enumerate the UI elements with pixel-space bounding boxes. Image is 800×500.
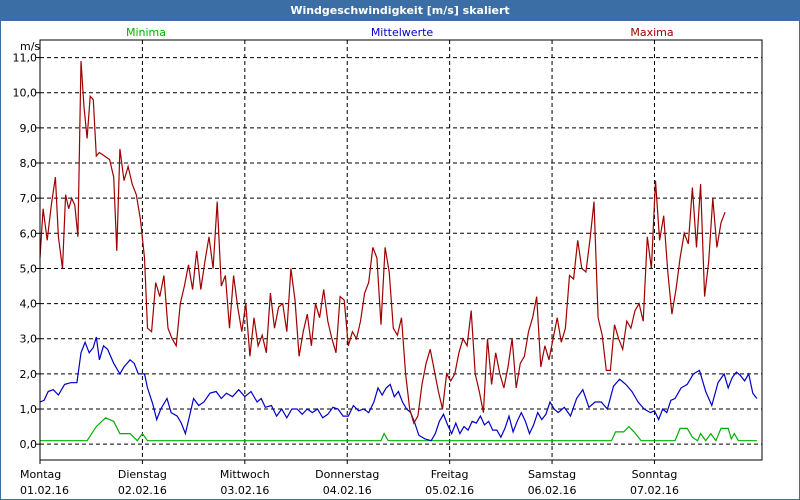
- grid: [40, 40, 762, 460]
- x-tick-label-date: 04.02.16: [323, 484, 372, 497]
- y-tick-label: 4,0: [20, 298, 38, 311]
- y-tick-label: 5,0: [20, 262, 38, 275]
- x-tick-label-date: 06.02.16: [528, 484, 577, 497]
- x-tick-label-date: 05.02.16: [425, 484, 474, 497]
- x-tick-label-day: Montag: [20, 468, 61, 481]
- x-tick-label-date: 03.02.16: [220, 484, 269, 497]
- plot-area: [39, 39, 763, 461]
- x-tick-label-day: Dienstag: [118, 468, 167, 481]
- legend-minima: Minima: [126, 26, 166, 39]
- series-lines: [39, 61, 758, 442]
- y-tick-label: 6,0: [20, 227, 38, 240]
- y-tick-label: 7,0: [20, 192, 38, 205]
- x-tick-label-date: 07.02.16: [630, 484, 679, 497]
- x-tick-label-day: Mittwoch: [220, 468, 270, 481]
- y-tick-label: 1,0: [20, 403, 38, 416]
- legend-mittelwerte: Mittelwerte: [371, 26, 434, 39]
- x-tick-label-date: 02.02.16: [118, 484, 167, 497]
- y-tick-label: 3,0: [20, 333, 38, 346]
- series-line-minima: [40, 417, 757, 442]
- window-title: Windgeschwindigkeit [m/s] skaliert: [1, 1, 799, 21]
- y-tick-label: 11,0: [13, 52, 38, 65]
- y-axis-label: m/s: [20, 40, 40, 53]
- series-line-mittelwerte: [39, 336, 758, 442]
- y-tick-label: 10,0: [13, 87, 38, 100]
- x-axis: Montag 01.02.16 Dienstag 02.02.16 Mittwoch 03…: [20, 460, 679, 497]
- legend-maxima: Maxima: [630, 26, 673, 39]
- y-tick-label: 8,0: [20, 157, 38, 170]
- x-tick-label-day: Samstag: [528, 468, 576, 481]
- y-tick-label: 2,0: [20, 368, 38, 381]
- x-tick-label-day: Donnerstag: [315, 468, 379, 481]
- series-line-maxima: [39, 61, 726, 425]
- x-tick-label-day: Sonntag: [632, 468, 678, 481]
- y-tick-label: 9,0: [20, 122, 38, 135]
- x-tick-label-date: 01.02.16: [20, 484, 69, 497]
- x-tick-label-day: Freitag: [431, 468, 469, 481]
- y-tick-label: 0,0: [20, 438, 38, 451]
- y-axis: 0,0 1,0 2,0 3,0 4,0 5,0 6,0 7,0 8,0 9,0 10,0 11,0: [13, 52, 40, 451]
